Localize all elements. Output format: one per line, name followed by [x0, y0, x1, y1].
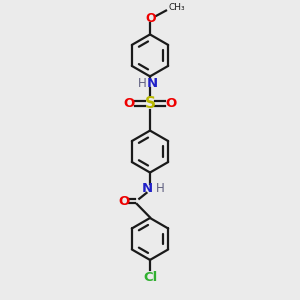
Text: H: H — [137, 76, 146, 90]
Text: N: N — [147, 76, 158, 90]
Text: O: O — [123, 97, 135, 110]
Text: S: S — [145, 96, 155, 111]
Text: O: O — [145, 12, 156, 25]
Text: O: O — [165, 97, 177, 110]
Text: CH₃: CH₃ — [168, 3, 185, 12]
Text: H: H — [156, 182, 165, 195]
Text: N: N — [142, 182, 153, 195]
Text: Cl: Cl — [143, 271, 157, 284]
Text: O: O — [118, 195, 129, 208]
